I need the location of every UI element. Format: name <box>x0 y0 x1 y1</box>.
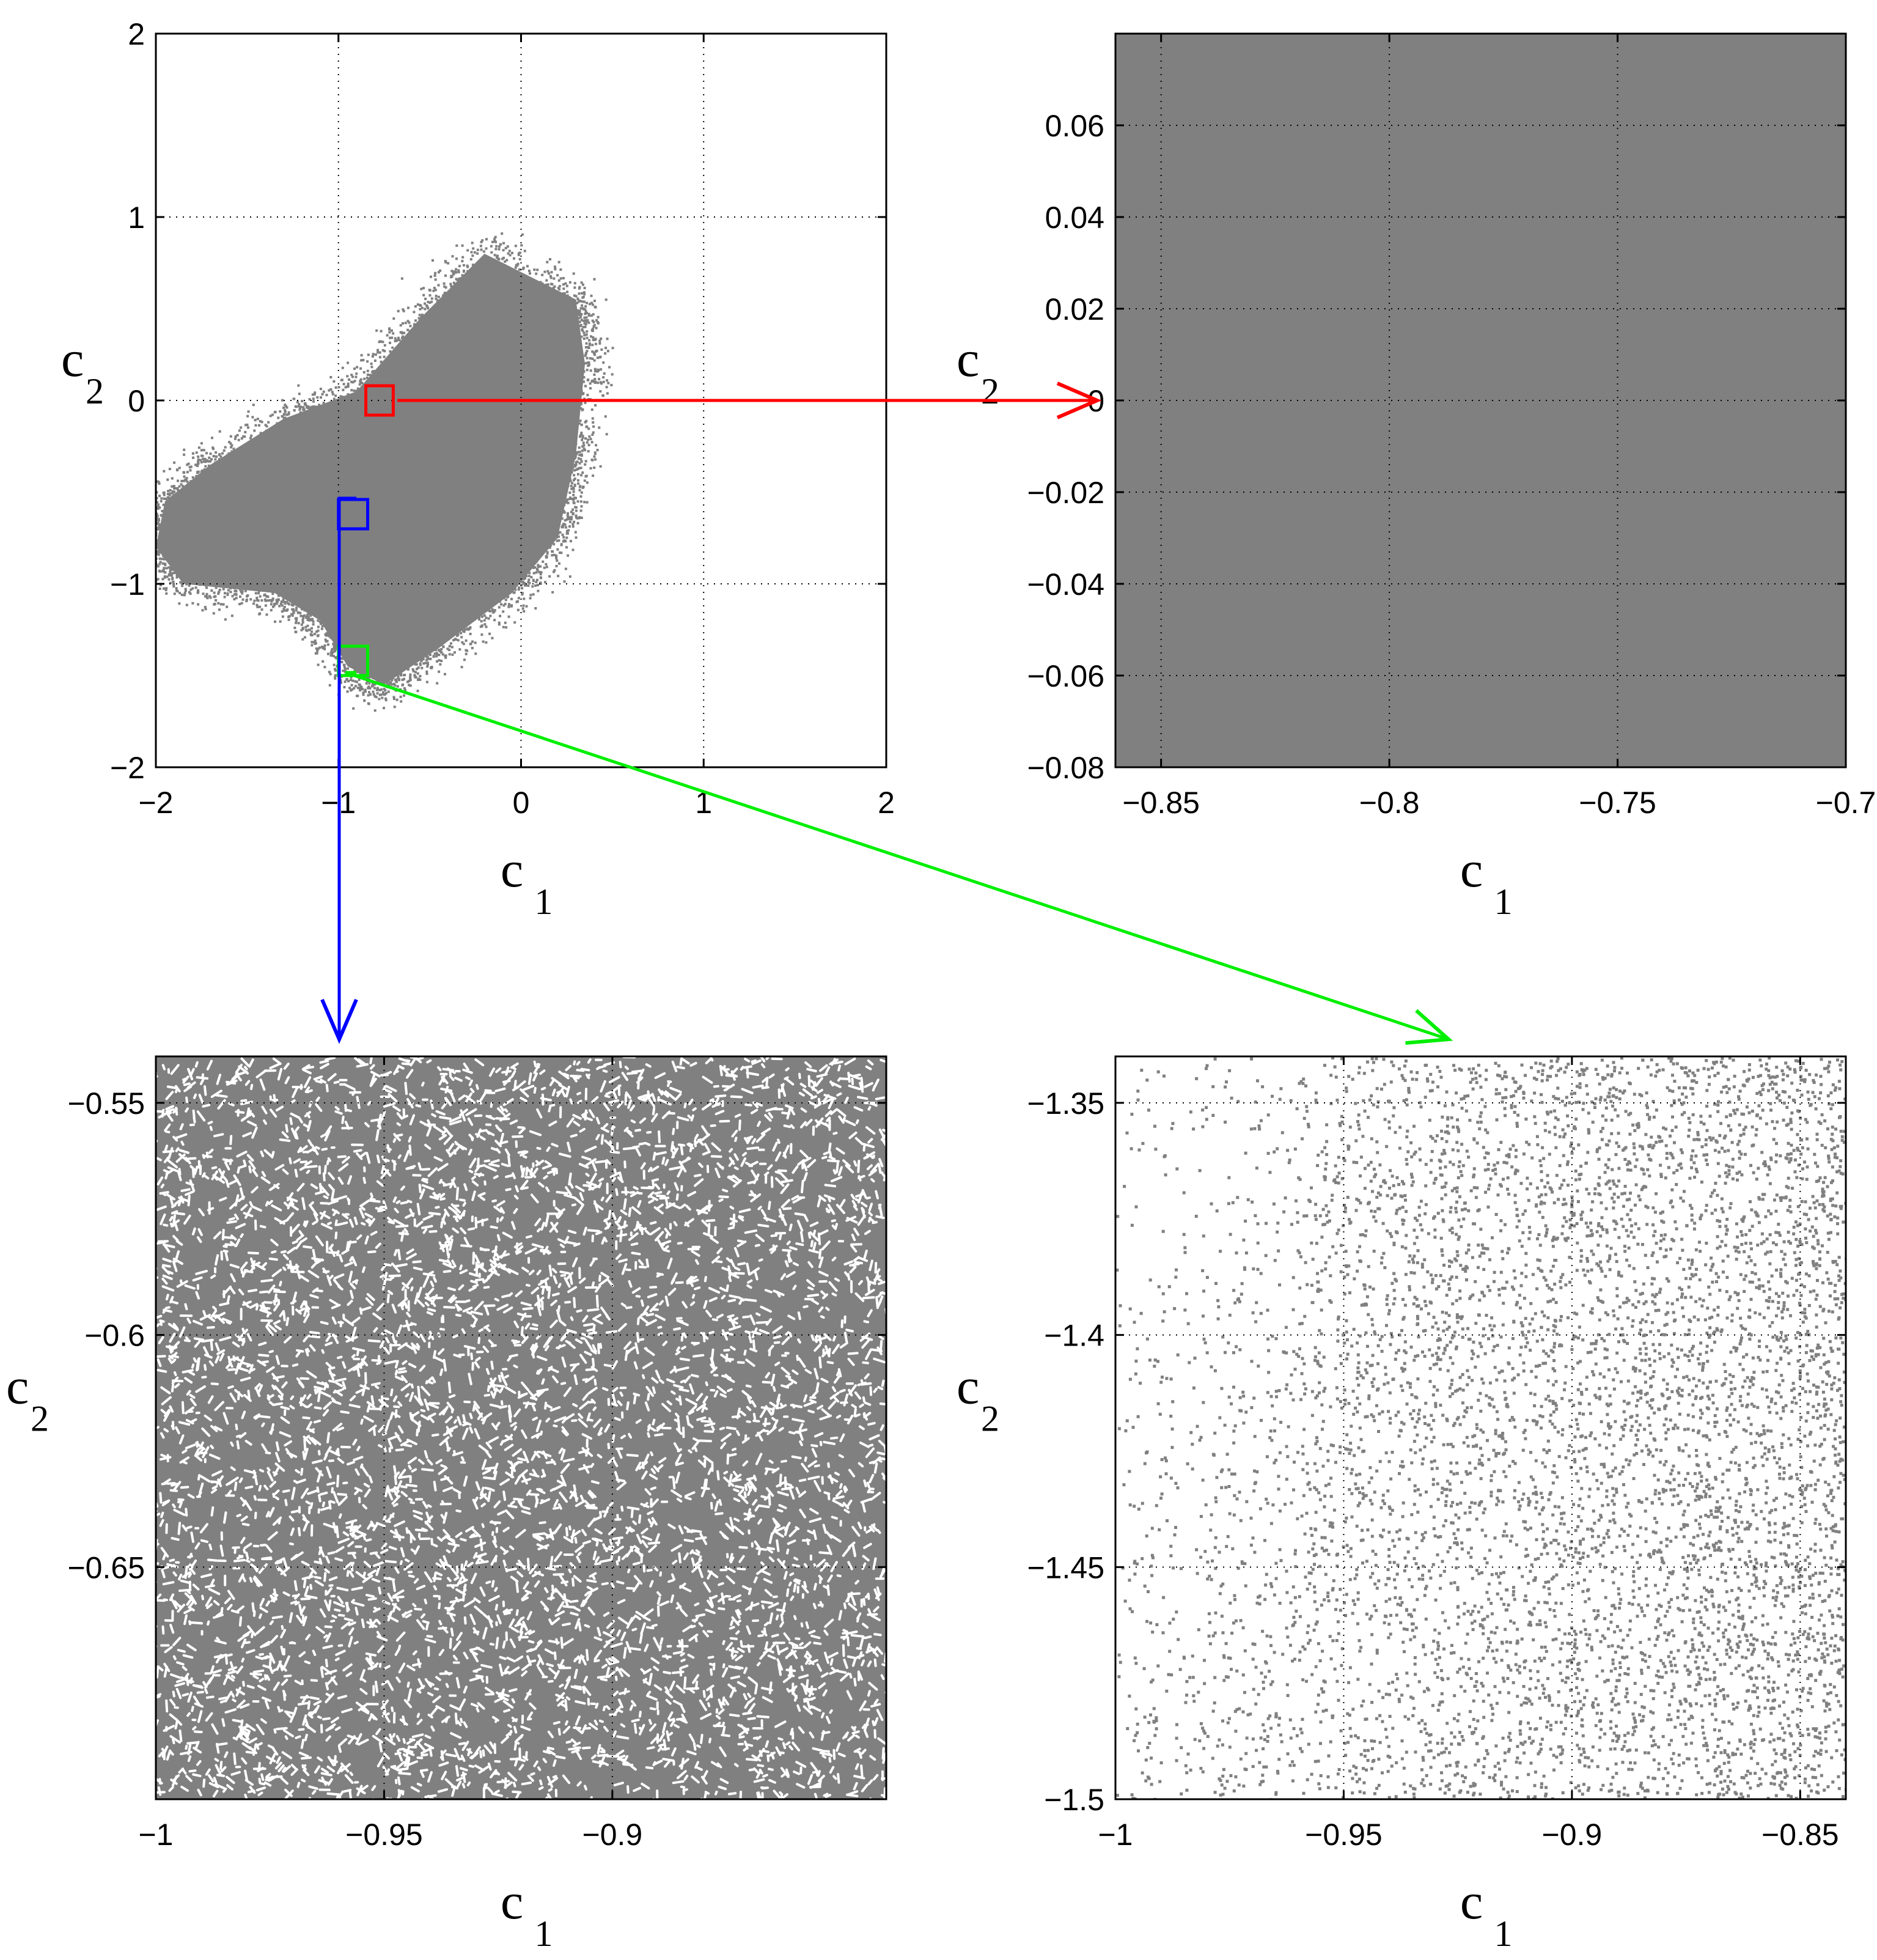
overview-ytick-label: −1 <box>110 567 145 602</box>
overview-xlabel-sub: 1 <box>535 882 553 922</box>
zoom_green-xtick-label: −0.9 <box>1542 1818 1603 1852</box>
zoom_green-ytick-label: −1.5 <box>1044 1783 1104 1817</box>
overview-xtick-label: 0 <box>513 786 530 820</box>
zoom_green-xtick-label: −0.95 <box>1305 1818 1383 1852</box>
overview-xtick-label: 2 <box>878 786 895 820</box>
zoom_green-xlabel-sub: 1 <box>1494 1914 1513 1954</box>
overview-point-cloud <box>156 232 614 712</box>
zoom_red-ytick-label: −0.06 <box>1027 659 1104 693</box>
zoom_green-xlabel: c <box>1460 1873 1483 1930</box>
zoom_red-ytick-label: 0.06 <box>1045 109 1104 143</box>
zoom_red-xtick-label: −0.8 <box>1359 786 1420 820</box>
zoom_red-ytick-label: −0.08 <box>1027 751 1104 785</box>
zoom_blue-xtick-label: −1 <box>138 1818 173 1852</box>
zoom_blue-ytick-label: −0.55 <box>67 1086 145 1121</box>
zoom-red-fill <box>1115 34 1846 767</box>
overview-ytick-label: 2 <box>128 17 145 51</box>
zoom-blue-gap-marks <box>156 1056 886 1799</box>
zoom_red-ytick-label: −0.02 <box>1027 476 1104 510</box>
zoom_green-frame <box>1114 1055 1847 1800</box>
zoom_red-ytick-label: 0.04 <box>1045 201 1104 235</box>
zoom_green-ylabel-sub: 2 <box>981 1399 999 1439</box>
zoom-green-point-marks <box>1115 1056 1846 1799</box>
zoom_blue-frame <box>155 1055 887 1800</box>
zoom_red-ytick-label: 0.02 <box>1045 292 1104 326</box>
overview-ytick-label: 0 <box>128 384 145 418</box>
overview-ylabel-sub: 2 <box>86 371 104 411</box>
arrow-red <box>397 381 1102 419</box>
zoom_green-ylabel: c <box>957 1358 979 1415</box>
zoom_green-xtick-label: −0.85 <box>1761 1818 1839 1852</box>
zoom_blue-xlabel: c <box>501 1873 523 1930</box>
overview-ytick-label: 1 <box>128 201 145 235</box>
zoom_blue-ylabel-sub: 2 <box>31 1399 49 1439</box>
zoom_blue-ylabel: c <box>6 1358 29 1415</box>
zoom_red-ytick-label: −0.04 <box>1027 567 1104 602</box>
zoom_red-xtick-label: −0.7 <box>1816 786 1876 820</box>
arrow-blue <box>320 496 358 1044</box>
overview-xlabel: c <box>501 841 523 898</box>
zoom_green-xtick-label: −1 <box>1098 1818 1133 1852</box>
zoom_green-ytick-label: −1.45 <box>1027 1550 1104 1585</box>
zoom_blue-ytick-label: −0.65 <box>67 1550 145 1585</box>
zoom_red-xlabel-sub: 1 <box>1494 882 1513 922</box>
zoom_green-ytick-label: −1.35 <box>1027 1086 1104 1121</box>
zoom_red-axes: −0.85 −0.8 −0.75 −0.7−0.08−0.06−0.04−0.0200… <box>957 32 1876 922</box>
zoom_blue-xtick-label: −0.9 <box>582 1818 643 1852</box>
zoom-blue-gaps <box>156 1056 886 1799</box>
zoom-green-points <box>1115 1056 1846 1799</box>
overview-ytick-label: −2 <box>110 751 145 785</box>
arrow-green <box>345 671 1453 1045</box>
zoom_blue-xtick-label: −0.95 <box>345 1818 423 1852</box>
overview-ylabel: c <box>61 331 84 388</box>
overview-box-red <box>364 384 395 417</box>
zoom_blue-xlabel-sub: 1 <box>535 1914 553 1954</box>
zoom_red-ylabel: c <box>957 331 979 388</box>
zoom_red-xtick-label: −0.75 <box>1579 786 1656 820</box>
overview-xtick-label: −2 <box>138 786 173 820</box>
zoom_green-ytick-label: −1.4 <box>1044 1319 1104 1353</box>
zoom_red-ylabel-sub: 2 <box>981 371 999 411</box>
overview-cloud-core <box>156 254 586 685</box>
zoom_red-xlabel: c <box>1460 841 1483 898</box>
zoom_blue-ytick-label: −0.6 <box>84 1319 145 1353</box>
zoom_red-xtick-label: −0.85 <box>1122 786 1200 820</box>
